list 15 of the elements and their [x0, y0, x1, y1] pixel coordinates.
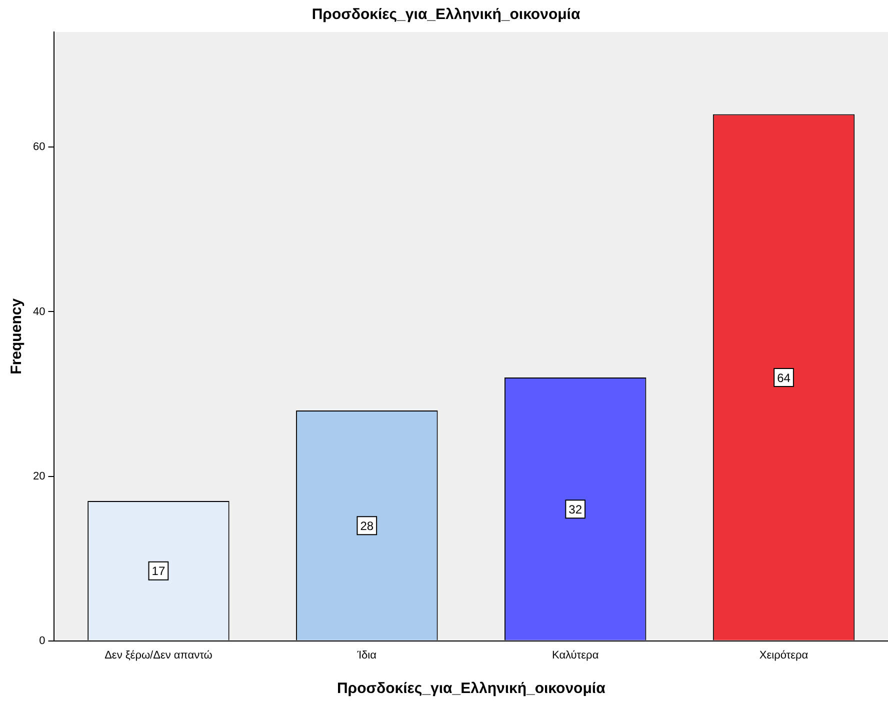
x-tick-label: Καλύτερα [552, 649, 600, 662]
y-tick-label: 20 [32, 470, 46, 482]
data-label: 64 [777, 370, 791, 385]
x-axis-title: Προσδοκίες_για_Ελληνική_οικονομία [336, 680, 606, 698]
x-tick-label: Ίδια [356, 649, 378, 662]
y-tick-label: 0 [39, 634, 46, 647]
y-tick-label: 40 [32, 306, 46, 318]
chart-title: Προσδοκίες_για_Ελληνική_οικονομία [312, 6, 581, 24]
x-tick-label: Δεν ξέρω/Δεν απαντώ [104, 649, 213, 662]
y-axis-title: Frequency [8, 298, 26, 374]
x-tick-label: Χειρότερα [759, 649, 809, 662]
data-label: 28 [360, 518, 374, 533]
data-label: 32 [568, 502, 582, 516]
data-label: 17 [152, 564, 166, 578]
y-tick-label: 60 [32, 141, 46, 154]
